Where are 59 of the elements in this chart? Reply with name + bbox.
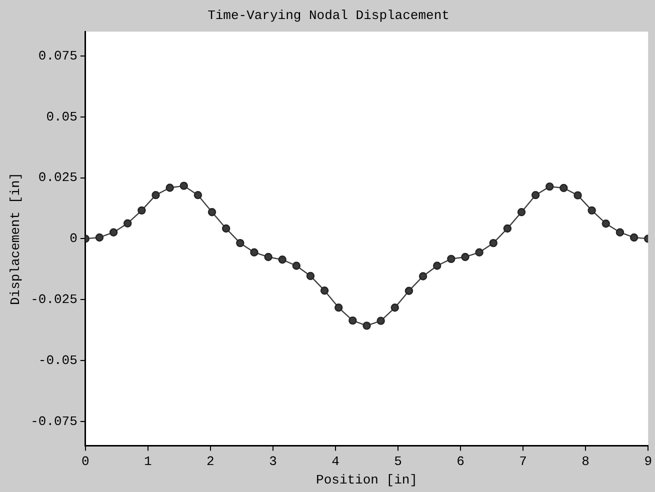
point — [166, 184, 174, 192]
chart-title: Time-Varying Nodal Displacement — [208, 8, 450, 24]
point — [517, 208, 526, 216]
point — [236, 238, 244, 248]
y-tick-label: -0.075 — [30, 414, 78, 429]
x-tick-label: 2 — [206, 454, 214, 470]
x-tick-label: 5 — [394, 454, 402, 470]
point — [588, 206, 596, 215]
y-axis-title: Displacement [in] — [8, 172, 24, 306]
point — [138, 206, 146, 215]
x-tick-label: 9 — [644, 454, 652, 470]
y-tick-label: 0.025 — [38, 170, 78, 186]
y-tick-label: 0.075 — [38, 48, 78, 64]
point — [306, 272, 315, 280]
point — [503, 224, 512, 233]
point — [334, 304, 343, 312]
point — [560, 184, 568, 192]
point — [264, 252, 272, 262]
point — [531, 190, 540, 200]
point — [95, 233, 104, 242]
point — [278, 256, 286, 264]
point — [546, 182, 554, 191]
y-tick-label: 0 — [70, 231, 78, 246]
point — [475, 248, 484, 256]
point — [194, 190, 202, 200]
x-tick-label: 4 — [332, 454, 340, 470]
point — [432, 262, 442, 270]
point — [390, 304, 399, 312]
point — [109, 228, 118, 236]
point — [630, 233, 638, 242]
point — [152, 190, 160, 200]
point — [362, 322, 371, 330]
point — [376, 316, 385, 325]
point — [489, 238, 498, 248]
x-tick-label: 1 — [144, 454, 152, 470]
point — [616, 228, 624, 236]
point — [574, 191, 582, 200]
point — [222, 224, 230, 233]
x-tick-label: 0 — [82, 454, 90, 470]
x-tick-label: 3 — [269, 454, 277, 470]
x-axis-title: Position [in] — [316, 472, 418, 488]
point — [602, 219, 610, 228]
point — [208, 208, 216, 216]
point — [292, 262, 301, 270]
y-tick-label: -0.05 — [38, 352, 78, 368]
x-tick-label: 8 — [582, 454, 590, 470]
x-tick-label: 6 — [456, 454, 464, 470]
x-tick-label: 7 — [519, 454, 527, 470]
point — [461, 252, 470, 262]
point — [320, 286, 329, 295]
point — [180, 182, 188, 190]
point — [124, 219, 132, 228]
point — [348, 316, 357, 325]
point — [418, 272, 428, 280]
point — [404, 286, 414, 295]
y-tick-label: -0.025 — [30, 292, 78, 308]
point — [447, 254, 456, 264]
point — [250, 248, 258, 256]
y-tick-label: 0.05 — [46, 109, 78, 124]
